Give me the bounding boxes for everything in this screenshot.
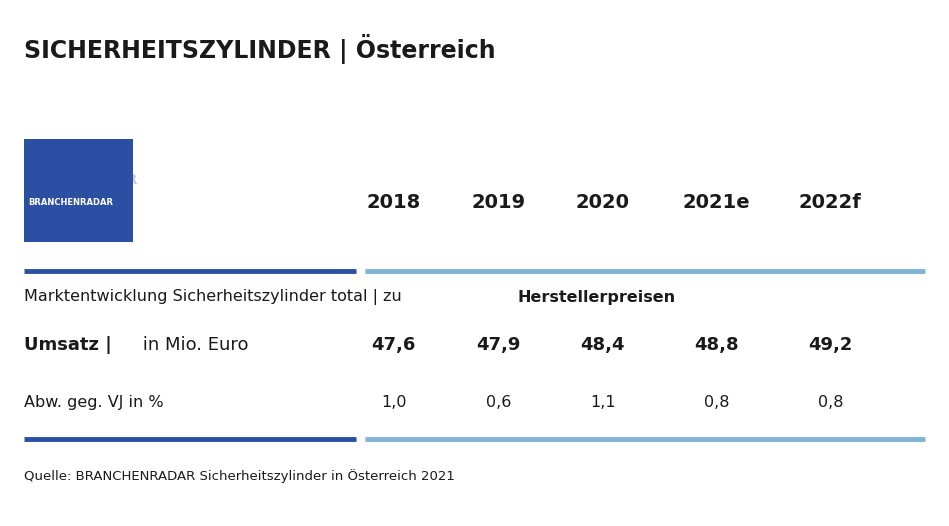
Text: BRANCHENRADAR: BRANCHENRADAR [28,198,114,207]
Text: Marktentwicklung Sicherheitszylinder total | zu: Marktentwicklung Sicherheitszylinder tot… [24,289,406,305]
Text: RADAR: RADAR [84,174,139,187]
Text: 49,2: 49,2 [809,336,852,353]
Text: BRA: BRA [27,221,52,231]
Text: 2019: 2019 [471,193,526,212]
FancyBboxPatch shape [24,139,133,242]
Text: 47,6: 47,6 [372,336,416,353]
Text: 0,8: 0,8 [818,395,843,410]
Text: 2018: 2018 [366,193,421,212]
Text: 47,9: 47,9 [476,336,520,353]
Text: 0,8: 0,8 [704,395,729,410]
Text: 1,0: 1,0 [381,395,406,410]
Text: 1,1: 1,1 [589,395,616,410]
Text: Abw. geg. VJ in %: Abw. geg. VJ in % [24,395,163,410]
Text: Umsatz |: Umsatz | [24,336,111,353]
Text: Herstellerpreisen: Herstellerpreisen [518,290,676,305]
Text: SICHERHEITSZYLINDER | Österreich: SICHERHEITSZYLINDER | Österreich [24,34,495,64]
Text: 48,4: 48,4 [581,336,624,353]
Text: in Mio. Euro: in Mio. Euro [137,336,249,353]
Text: 2022f: 2022f [799,193,862,212]
Text: 2021e: 2021e [682,193,751,212]
Text: Quelle: BRANCHENRADAR Sicherheitszylinder in Österreich 2021: Quelle: BRANCHENRADAR Sicherheitszylinde… [24,469,455,483]
Text: 48,8: 48,8 [694,336,739,353]
Text: 0,6: 0,6 [486,395,511,410]
Text: 2020: 2020 [576,193,629,212]
